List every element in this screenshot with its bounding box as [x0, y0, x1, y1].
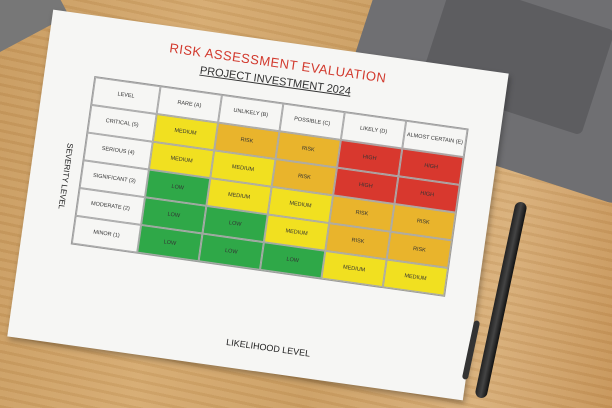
paper: RISK ASSESSMENT EVALUATION PROJECT INVES…	[7, 9, 509, 401]
risk-matrix: LEVEL RARE (A) UNLIKELY (B) POSSIBLE (C) LIK…	[70, 75, 469, 297]
y-axis-label: SEVERITY LEVEL	[56, 142, 75, 210]
